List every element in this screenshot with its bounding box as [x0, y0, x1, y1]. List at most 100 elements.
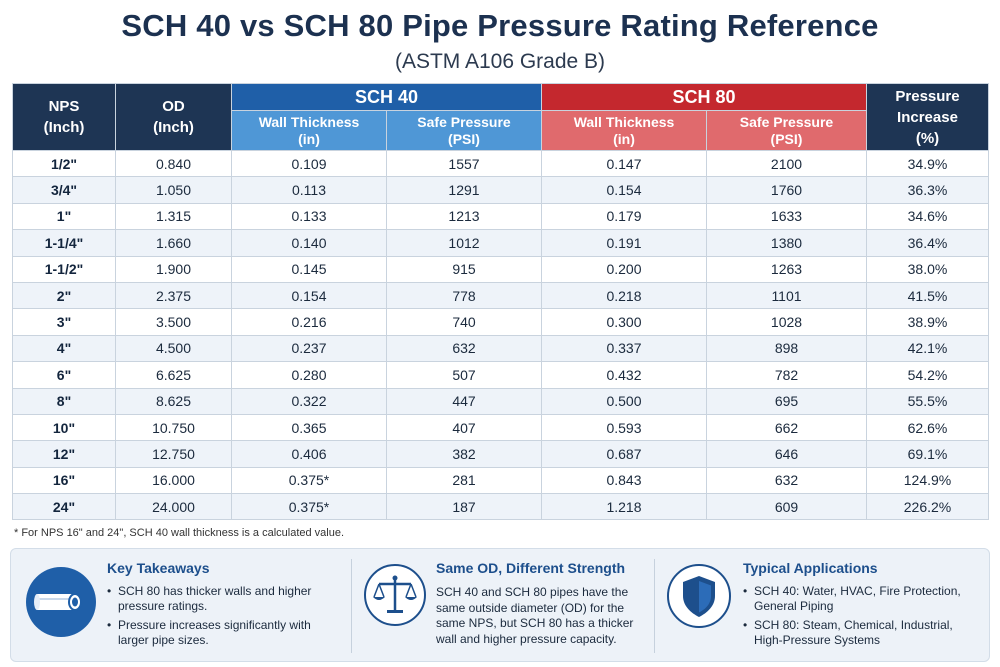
sch80-wall-cell: 0.218 — [541, 281, 707, 310]
table-row: 12" 12.750 0.406 382 0.687 646 69.1% — [12, 440, 989, 468]
takeaways-list: SCH 80 has thicker walls and higher pres… — [107, 584, 339, 652]
sch80-wall-cell: 0.337 — [541, 334, 707, 363]
section-divider — [351, 559, 352, 653]
takeaways-bullet: Pressure increases significantly with la… — [107, 618, 339, 648]
same-od-section: Same OD, Different Strength SCH 40 and S… — [352, 549, 652, 663]
sch40-psi-cell: 632 — [386, 334, 542, 363]
od-cell: 1.050 — [115, 176, 232, 204]
page-subtitle: (ASTM A106 Grade B) — [394, 50, 606, 73]
sch40-wall-cell: 0.406 — [231, 440, 387, 468]
header-increase-unit: (%) — [915, 129, 940, 147]
sch40-wall-cell: 0.280 — [231, 361, 387, 389]
sch40-wall-cell: 0.109 — [231, 149, 387, 178]
sch80-wall-cell: 0.191 — [541, 229, 707, 257]
od-cell: 1.660 — [115, 229, 232, 257]
takeaways-bullet: SCH 80 has thicker walls and higher pres… — [107, 584, 339, 614]
nps-cell: 1-1/4" — [12, 229, 116, 257]
increase-cell: 38.0% — [866, 255, 989, 283]
sch40-wall-cell: 0.154 — [231, 281, 387, 310]
nps-cell: 12" — [12, 440, 116, 468]
sch40-psi-cell: 407 — [386, 413, 542, 442]
header-sch40-psi-unit: (PSI) — [448, 130, 480, 147]
od-cell: 16.000 — [115, 466, 232, 495]
sch80-psi-cell: 1028 — [706, 308, 867, 336]
nps-cell: 16" — [12, 466, 116, 495]
applications-title: Typical Applications — [743, 560, 878, 576]
sch40-psi-cell: 281 — [386, 466, 542, 495]
header-nps-label: NPS — [48, 98, 80, 115]
sch40-wall-cell: 0.365 — [231, 413, 387, 442]
header-od-unit: (Inch) — [153, 119, 194, 136]
increase-cell: 38.9% — [866, 308, 989, 336]
applications-section: Typical Applications SCH 40: Water, HVAC… — [655, 549, 991, 663]
header-pressure-increase: Pressure Increase (%) — [866, 83, 989, 151]
sch40-wall-cell: 0.113 — [231, 176, 387, 204]
header-sch40-wall: Wall Thickness (in) — [231, 110, 387, 151]
same-od-title: Same OD, Different Strength — [436, 560, 626, 576]
sch80-wall-cell: 0.300 — [541, 308, 707, 336]
sch40-wall-cell: 0.145 — [231, 255, 387, 283]
sch40-psi-cell: 447 — [386, 387, 542, 415]
nps-cell: 3/4" — [12, 176, 116, 204]
header-increase-line1: Pressure — [895, 87, 960, 105]
header-nps-unit: (Inch) — [43, 119, 85, 136]
nps-cell: 6" — [12, 361, 116, 389]
table-row: 10" 10.750 0.365 407 0.593 662 62.6% — [12, 413, 989, 442]
sch80-psi-cell: 898 — [706, 334, 867, 363]
table-row: 1-1/4" 1.660 0.140 1012 0.191 1380 36.4% — [12, 229, 989, 257]
header-sch40-wall-label: Wall Thickness — [258, 113, 360, 130]
header-sch80-psi: Safe Pressure (PSI) — [706, 110, 867, 151]
table-row: 24" 24.000 0.375* 187 1.218 609 226.2% — [12, 493, 989, 521]
table-body: 1/2" 0.840 0.109 1557 0.147 2100 34.9% 3/4" 1.05… — [12, 149, 989, 521]
sch80-wall-cell: 0.593 — [541, 413, 707, 442]
sch40-psi-cell: 507 — [386, 361, 542, 389]
sch80-psi-cell: 1760 — [706, 176, 867, 204]
table-row: 3" 3.500 0.216 740 0.300 1028 38.9% — [12, 308, 989, 336]
sch40-psi-cell: 915 — [386, 255, 542, 283]
header-increase-line2: Increase — [897, 108, 958, 126]
table-row: 1" 1.315 0.133 1213 0.179 1633 34.6% — [12, 202, 989, 231]
applications-bullet: SCH 80: Steam, Chemical, Industrial, Hig… — [743, 618, 978, 648]
header-nps: NPS (Inch) — [12, 83, 116, 151]
header-sch40-psi-label: Safe Pressure — [417, 113, 511, 130]
sch80-wall-cell: 0.432 — [541, 361, 707, 389]
nps-cell: 4" — [12, 334, 116, 363]
key-takeaways-section: Key Takeaways SCH 80 has thicker walls a… — [11, 549, 346, 663]
od-cell: 12.750 — [115, 440, 232, 468]
nps-cell: 1" — [12, 202, 116, 231]
increase-cell: 34.6% — [866, 202, 989, 231]
increase-cell: 36.4% — [866, 229, 989, 257]
table-row: 2" 2.375 0.154 778 0.218 1101 41.5% — [12, 281, 989, 310]
nps-cell: 24" — [12, 493, 116, 521]
sch80-psi-cell: 1380 — [706, 229, 867, 257]
increase-cell: 54.2% — [866, 361, 989, 389]
sch40-psi-cell: 1291 — [386, 176, 542, 204]
sch80-wall-cell: 0.843 — [541, 466, 707, 495]
sch40-psi-cell: 382 — [386, 440, 542, 468]
sch80-psi-cell: 646 — [706, 440, 867, 468]
nps-cell: 10" — [12, 413, 116, 442]
table-row: 3/4" 1.050 0.113 1291 0.154 1760 36.3% — [12, 176, 989, 204]
takeaways-title: Key Takeaways — [107, 560, 210, 576]
increase-cell: 226.2% — [866, 493, 989, 521]
nps-cell: 8" — [12, 387, 116, 415]
od-cell: 2.375 — [115, 281, 232, 310]
od-cell: 4.500 — [115, 334, 232, 363]
sch80-wall-cell: 0.179 — [541, 202, 707, 231]
header-sch80: SCH 80 — [541, 83, 867, 111]
header-sch40-wall-unit: (in) — [298, 130, 320, 147]
sch40-psi-cell: 187 — [386, 493, 542, 521]
sch80-psi-cell: 632 — [706, 466, 867, 495]
sch40-wall-cell: 0.322 — [231, 387, 387, 415]
pressure-rating-table: NPS (Inch) OD (Inch) SCH 40 SCH 80 Press… — [12, 83, 989, 521]
table-row: 1-1/2" 1.900 0.145 915 0.200 1263 38.0% — [12, 255, 989, 283]
header-sch40-psi: Safe Pressure (PSI) — [386, 110, 542, 151]
balance-scale-icon — [364, 564, 426, 631]
sch40-wall-cell: 0.216 — [231, 308, 387, 336]
sch40-psi-cell: 1213 — [386, 202, 542, 231]
table-row: 6" 6.625 0.280 507 0.432 782 54.2% — [12, 361, 989, 389]
sch80-psi-cell: 1101 — [706, 281, 867, 310]
sch40-wall-cell: 0.140 — [231, 229, 387, 257]
header-sch80-wall-unit: (in) — [613, 130, 635, 147]
increase-cell: 55.5% — [866, 387, 989, 415]
